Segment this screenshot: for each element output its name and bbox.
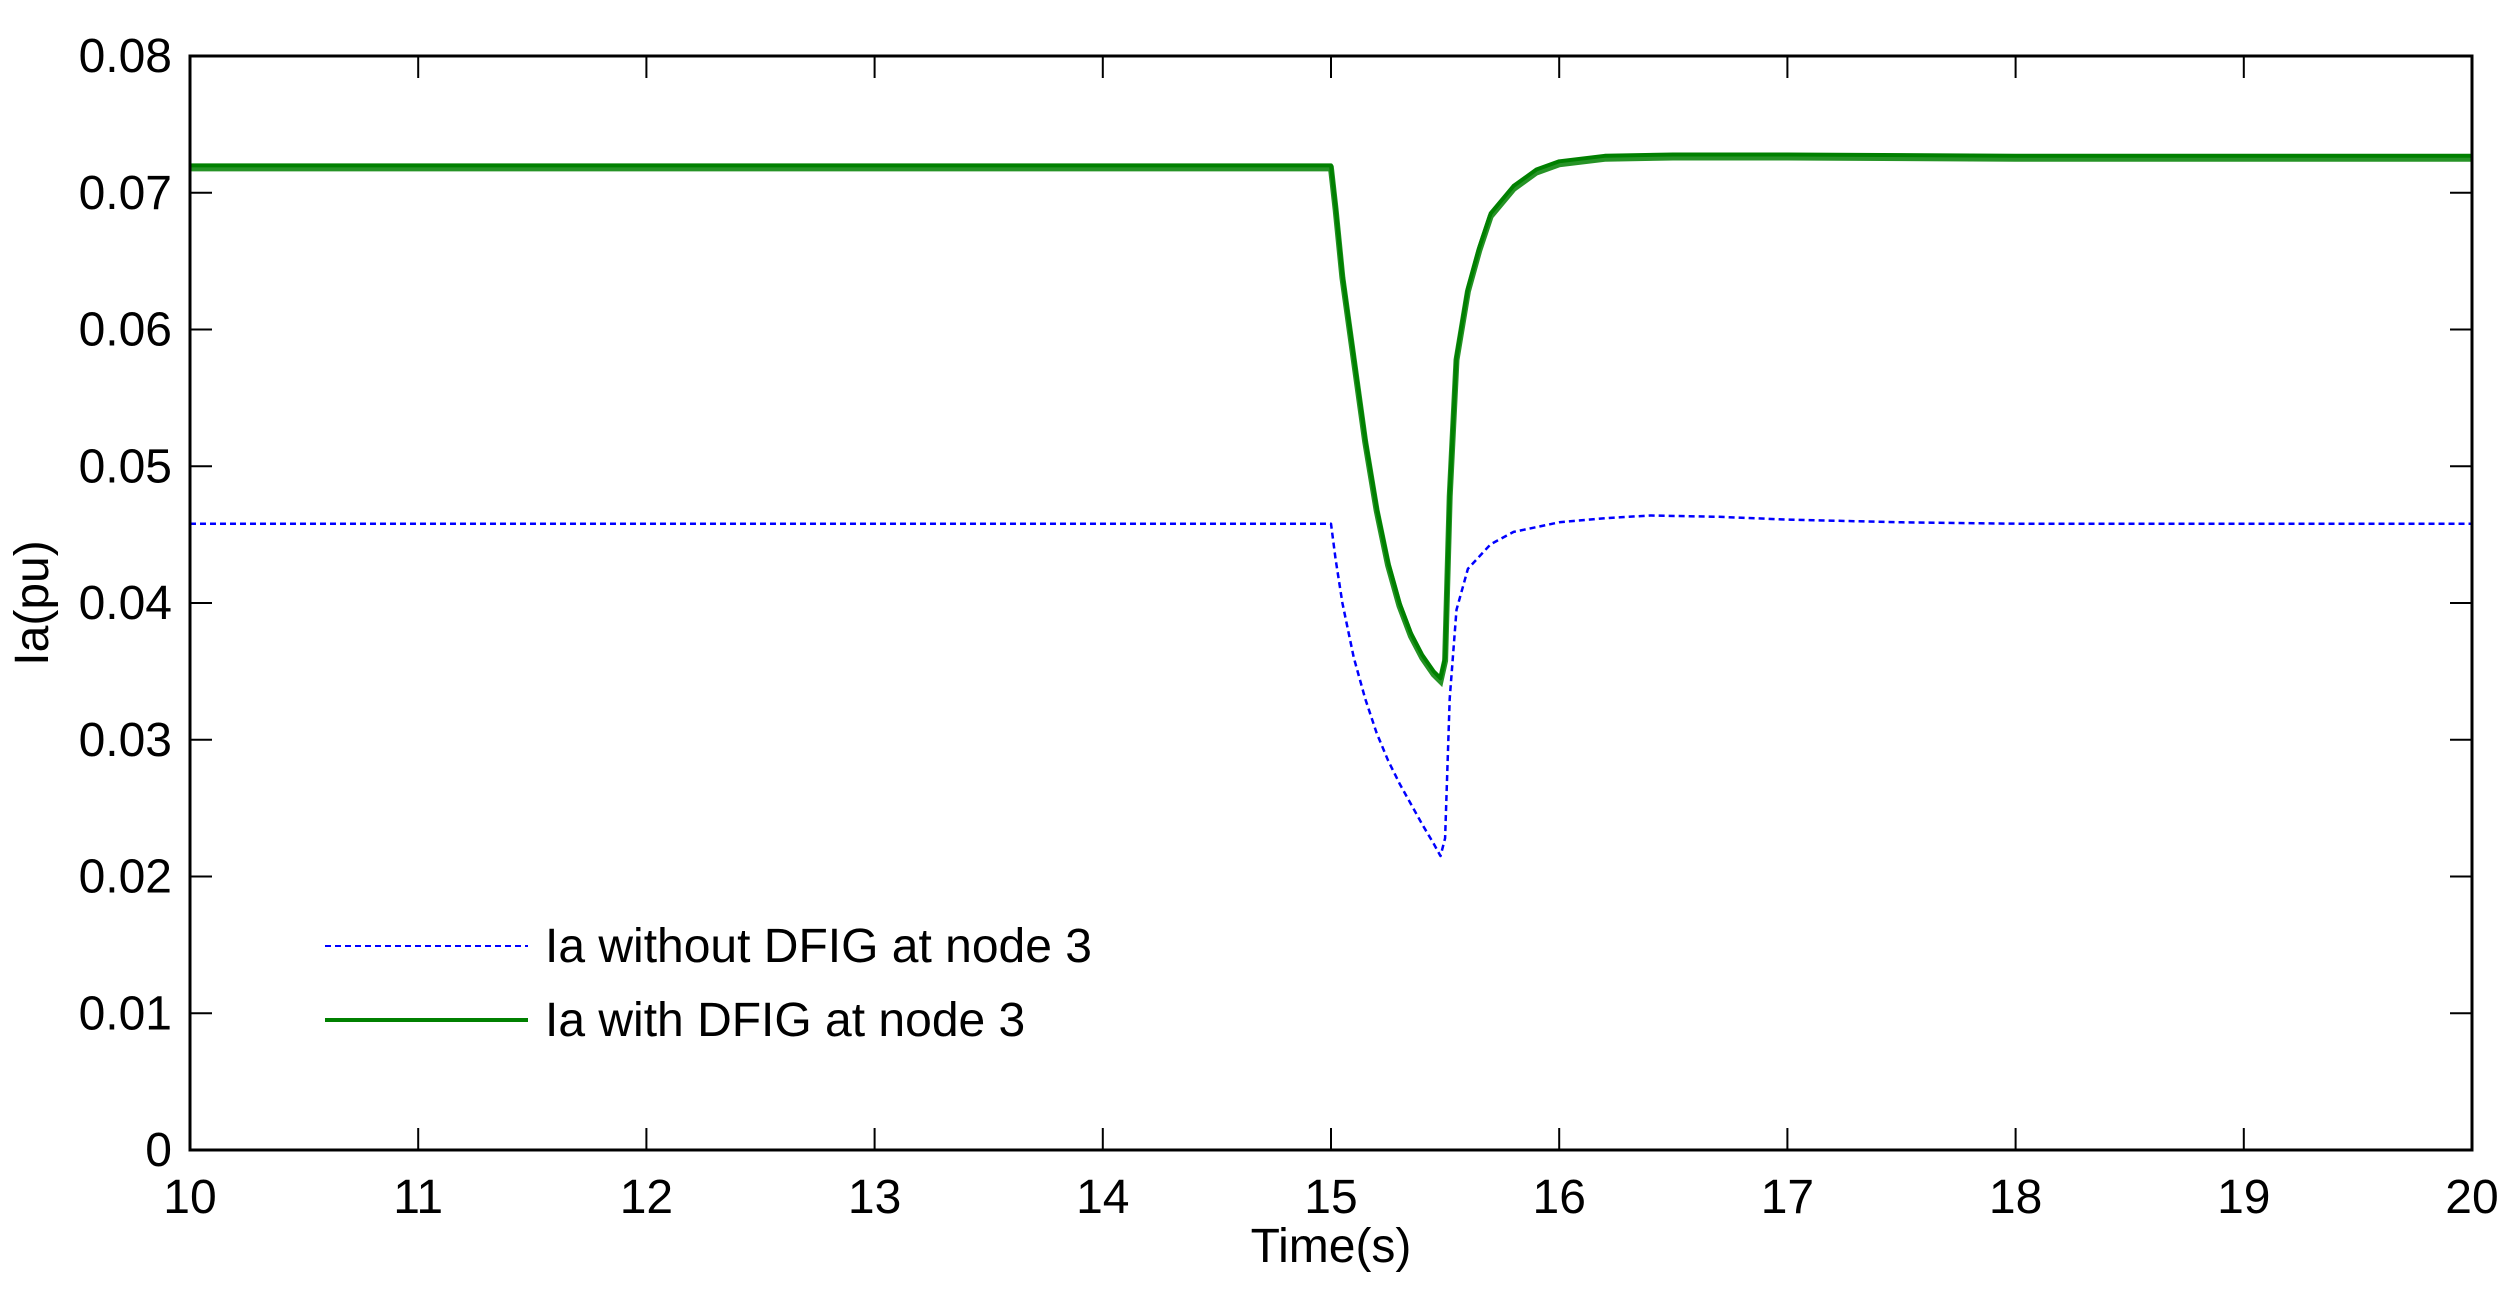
axis-ticks [189, 55, 2473, 1151]
x-tick-label: 17 [1761, 1171, 1814, 1224]
legend-label-with-dfig: Ia with DFIG at node 3 [545, 994, 1025, 1047]
legend: Ia without DFIG at node 3 Ia with DFIG a… [325, 920, 1092, 1047]
x-tick-label: 18 [1989, 1171, 2042, 1224]
x-tick-label: 19 [2217, 1171, 2270, 1224]
x-tick-label: 20 [2445, 1171, 2498, 1224]
y-tick-label: 0.08 [79, 30, 172, 83]
y-tick-label: 0.06 [79, 304, 172, 357]
legend-label-without-dfig: Ia without DFIG at node 3 [545, 920, 1092, 973]
x-tick-label: 14 [1076, 1171, 1129, 1224]
x-tick-label: 15 [1304, 1171, 1357, 1224]
x-tick-label: 13 [848, 1171, 901, 1224]
x-tick-label: 10 [163, 1171, 216, 1224]
series-band-with-dfig [190, 154, 2472, 688]
x-axis-label: Time(s) [1251, 1220, 1412, 1273]
y-tick-label: 0.02 [79, 851, 172, 904]
x-tick-label: 16 [1533, 1171, 1586, 1224]
y-tick-label: 0.01 [79, 987, 172, 1040]
y-tick-label: 0.07 [79, 167, 172, 220]
x-tick-label: 12 [620, 1171, 673, 1224]
x-tick-label: 11 [393, 1171, 443, 1224]
y-tick-label: 0.04 [79, 577, 172, 630]
y-axis-label: Ia(pu) [6, 540, 59, 665]
y-tick-label: 0.03 [79, 714, 172, 767]
series-line-without-dfig [190, 514, 2472, 858]
series-line-with-dfig [190, 152, 2472, 681]
y-tick-label: 0.05 [79, 440, 172, 493]
series-layer [190, 152, 2472, 858]
axis-tick-labels: 10 11 12 13 14 15 16 17 18 19 20 0 0.01 0.02 0.03 0.04 0… [79, 30, 2499, 1224]
plot-frame [188, 54, 2474, 1152]
y-tick-label: 0 [145, 1124, 172, 1177]
